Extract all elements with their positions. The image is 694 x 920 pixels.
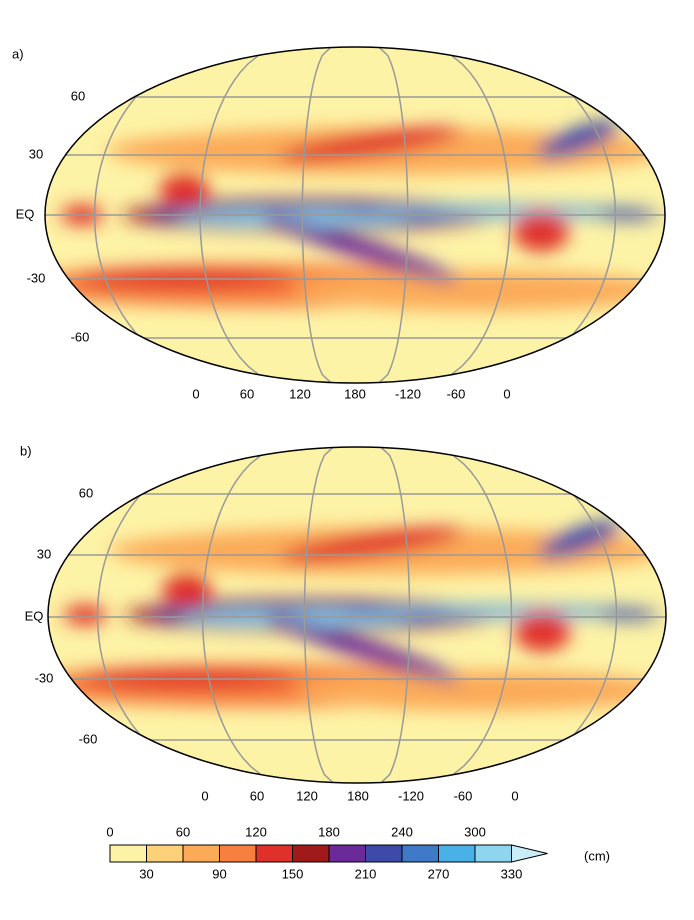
precip-region [177,610,413,626]
lon-label: 120 [289,386,311,401]
precip-region [514,611,571,652]
meridian [199,47,286,383]
colorbar-extension [511,844,548,863]
colorbar-segment [109,844,147,863]
precip-region [162,573,212,607]
lon-label: 0 [192,386,199,401]
colorbar-segment [401,844,439,863]
precip-region [280,527,465,562]
lat-label: 30 [29,146,43,161]
meridian [473,447,618,783]
colorbar-segment [146,844,184,863]
lon-label: -120 [398,788,424,803]
colorbar-label: 240 [391,824,413,839]
precip-region [63,604,107,626]
meridian [301,47,332,383]
precip-region [537,120,620,158]
colorbar-segment [255,844,293,863]
colorbar-label: 90 [212,866,226,881]
map-outline [44,46,666,384]
colorbar-label: 60 [176,824,190,839]
colorbar-segment [292,844,330,863]
lat-label: -30 [27,270,46,285]
colorbar-segment [365,844,403,863]
colorbar-label: 210 [355,866,377,881]
meridian [426,447,513,783]
precip-region [372,608,620,615]
colorbar-segment [182,844,220,863]
precip-region [278,127,463,162]
precip-region [263,215,459,282]
colorbar-segment [328,844,366,863]
meridian [380,447,411,783]
precip-region [266,615,461,682]
colorbar-label: 330 [501,866,523,881]
lon-label: 0 [511,788,518,803]
precip-region [513,211,569,252]
colorbar-label: 180 [318,824,340,839]
colorbar-segment [438,844,476,863]
meridian [303,447,334,783]
lat-label: -30 [35,670,54,685]
lon-label: 180 [344,386,366,401]
colorbar-label: 300 [464,824,486,839]
precip-region [295,670,666,711]
panel-label: a) [12,46,24,61]
precip-field [48,447,666,783]
precip-region [598,609,660,621]
colorbar-label: 0 [106,824,113,839]
lon-label: 60 [240,386,254,401]
precip-field [45,47,665,383]
lat-label: -60 [71,329,90,344]
meridian [472,47,617,383]
lon-label: 180 [347,788,369,803]
precip-region [293,270,665,311]
lon-label: 0 [503,386,510,401]
colorbar-segment [474,844,512,863]
meridian [201,447,288,783]
lat-label: 60 [71,88,85,103]
map-outline [47,446,667,784]
precip-region [159,173,210,207]
lon-label: 0 [201,788,208,803]
panel-label: b) [20,443,32,458]
lat-label: EQ [16,206,35,221]
precip-blobs [45,120,665,311]
lon-label: -60 [454,788,473,803]
meridian [424,47,511,383]
colorbar-segment [219,844,257,863]
lat-label: -60 [79,731,98,746]
precip-region [538,520,621,558]
colorbar-label: 150 [282,866,304,881]
precip-region [370,208,619,215]
colorbar-label: 270 [428,866,450,881]
colorbar-label: 120 [245,824,267,839]
meridian [96,447,241,783]
lat-label: EQ [25,608,44,623]
colorbar-label: 30 [139,866,153,881]
precip-blobs [48,520,666,711]
lon-label: -60 [447,386,466,401]
lon-label: -120 [395,386,421,401]
lat-label: 30 [37,546,51,561]
lat-label: 60 [79,485,93,500]
meridian [93,47,238,383]
lon-label: 60 [250,788,264,803]
lon-label: 120 [296,788,318,803]
meridian [378,47,409,383]
colorbar-unit: (cm) [584,848,610,863]
